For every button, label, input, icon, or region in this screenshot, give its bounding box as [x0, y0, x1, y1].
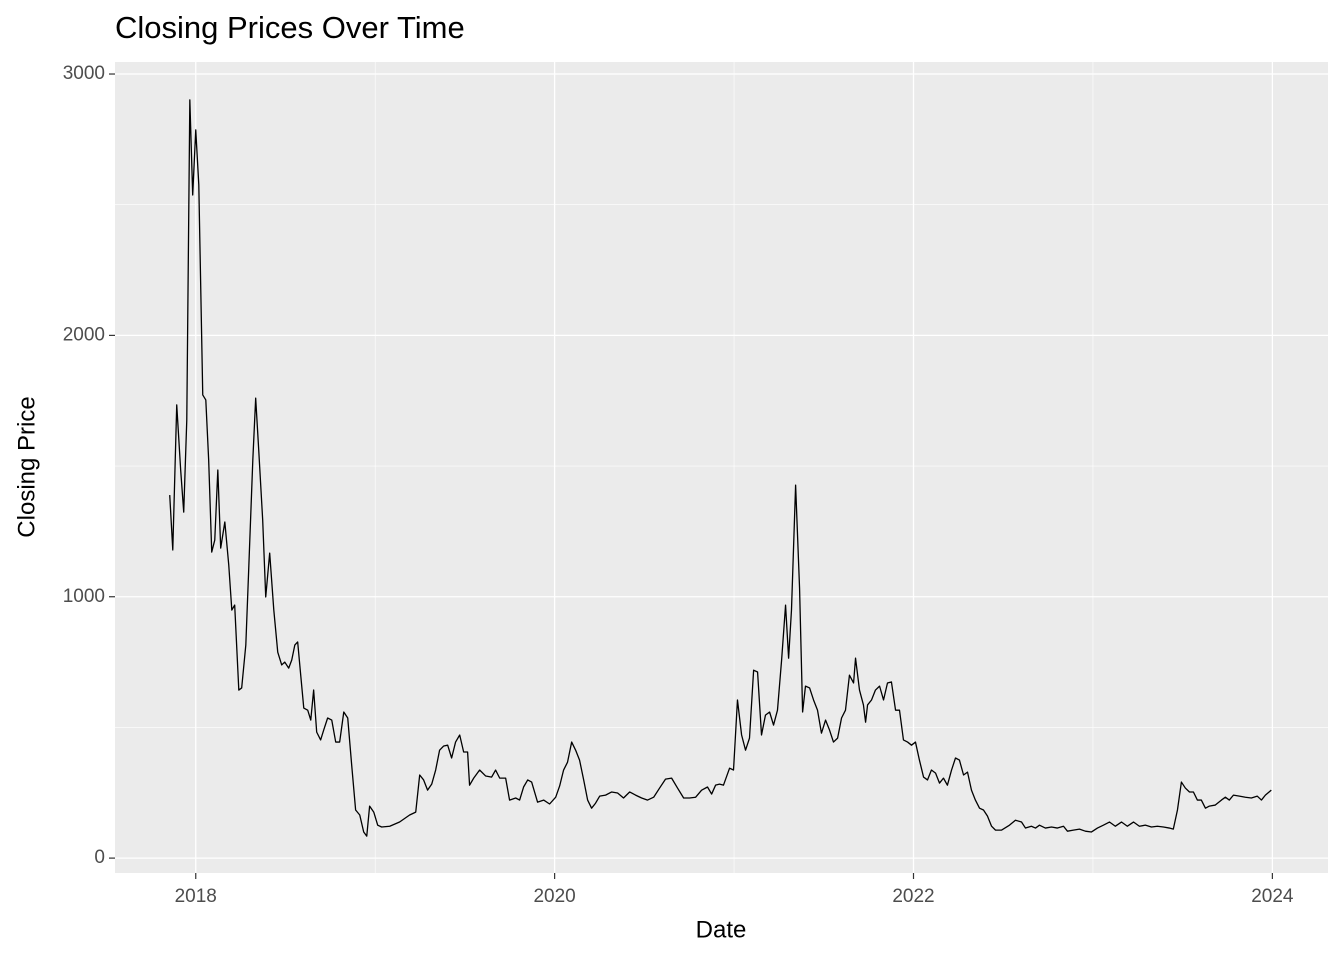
chart-title: Closing Prices Over Time	[115, 10, 465, 45]
plot-panel	[115, 62, 1328, 873]
grid	[115, 62, 1328, 873]
y-tick-label: 2000	[63, 324, 105, 345]
x-tick-label: 2024	[1251, 886, 1294, 907]
y-tick-label: 0	[94, 847, 105, 868]
y-axis-title: Closing Price	[13, 396, 40, 537]
price-line	[169, 99, 1272, 837]
x-tick-label: 2018	[175, 886, 217, 907]
y-tick-label: 3000	[63, 63, 105, 84]
x-tick-label: 2020	[533, 886, 575, 907]
x-axis-title: Date	[696, 916, 747, 943]
y-tick-label: 1000	[63, 586, 105, 607]
x-tick-label: 2022	[892, 886, 934, 907]
